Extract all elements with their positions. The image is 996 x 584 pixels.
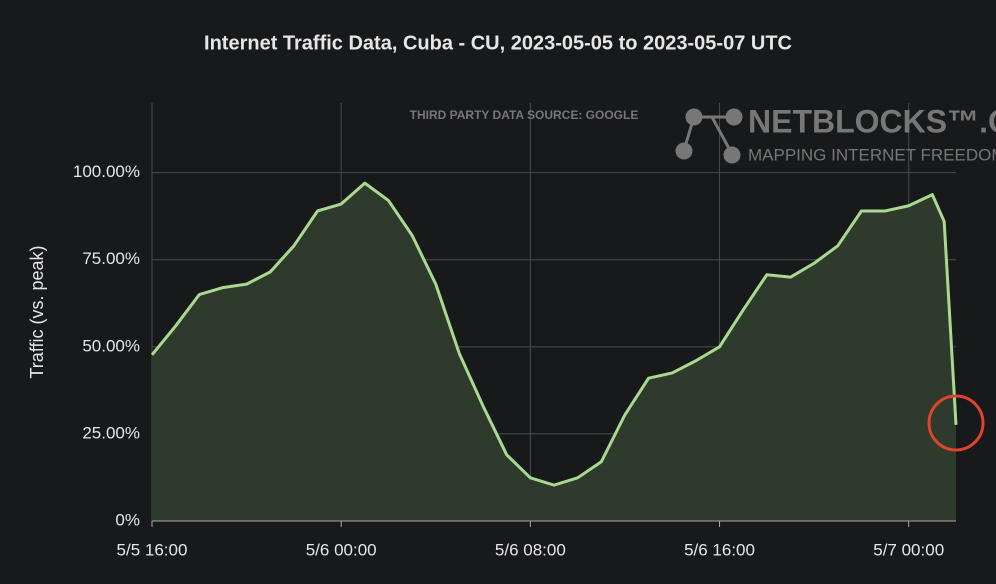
source-note: THIRD PARTY DATA SOURCE: GOOGLE xyxy=(410,108,639,122)
highlight-circle xyxy=(927,394,985,452)
brand-tagline: MAPPING INTERNET FREEDOM xyxy=(748,145,996,164)
x-tick-label: 5/6 08:00 xyxy=(495,540,566,559)
y-tick-label: 25.00% xyxy=(82,423,140,442)
x-tick-label: 5/6 00:00 xyxy=(306,540,377,559)
area-fill xyxy=(152,183,956,521)
brand: NETBLOCKS™.ORG xyxy=(748,103,996,139)
brand-logo xyxy=(675,108,743,164)
chart-title: Internet Traffic Data, Cuba - CU, 2023-0… xyxy=(204,32,792,54)
x-tick-label: 5/5 16:00 xyxy=(117,540,188,559)
plot: 0% 25.00% 50.00% 75.00% 100.00% 5/5 16:00 5/6 … xyxy=(73,103,985,559)
y-tick-label: 50.00% xyxy=(82,336,140,355)
y-tick-label: 0% xyxy=(115,510,140,529)
x-tick-label: 5/7 00:00 xyxy=(873,540,944,559)
y-axis-label: Traffic (vs. peak) xyxy=(27,245,47,378)
line xyxy=(150,181,958,487)
y-tick-label: 75.00% xyxy=(82,249,140,268)
y-tick-label: 100.00% xyxy=(73,162,140,181)
x-tick-label: 5/6 16:00 xyxy=(684,540,755,559)
